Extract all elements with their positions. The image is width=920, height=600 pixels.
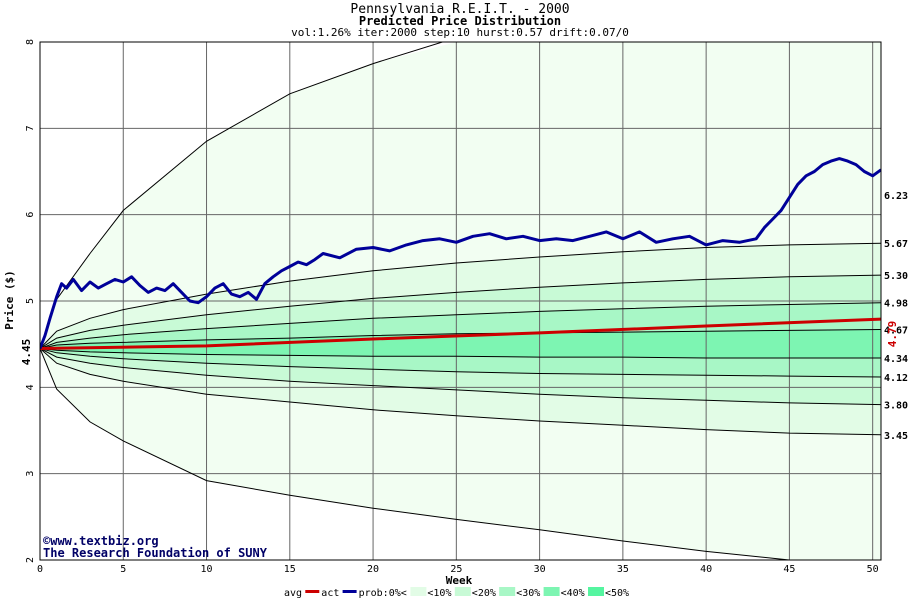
percentile-curve-70pct <box>40 302 881 349</box>
legend-swatch-band <box>543 587 560 596</box>
legend-swatch-act <box>342 590 357 593</box>
x-tick-label: 35 <box>617 564 629 575</box>
legend-label: act <box>321 588 339 599</box>
legend-label: prob:0%< <box>359 588 407 599</box>
x-tick-label: 30 <box>534 564 546 575</box>
start-price-label: 4.45 <box>20 339 33 366</box>
legend-label: <30% <box>516 588 540 599</box>
x-tick-label: 15 <box>284 564 296 575</box>
percentile-curve-60pct <box>40 329 881 349</box>
series <box>40 157 881 350</box>
percentile-curve-20pct <box>40 348 881 406</box>
legend-label: avg <box>284 588 302 599</box>
percentile-curve-90pct <box>40 242 881 349</box>
legend-label: <40% <box>561 588 585 599</box>
axes <box>39 41 882 561</box>
legend: avg act prob:0%< <10% <20% <30% <40% <50% <box>284 587 629 599</box>
x-axis-label: Week <box>446 574 473 587</box>
x-tick-label: 25 <box>450 564 462 575</box>
x-tick-label: 50 <box>867 564 879 575</box>
x-tick-label: 45 <box>783 564 795 575</box>
percentile-curve-30pct <box>40 348 881 378</box>
percentile-curve-10pct <box>40 348 881 436</box>
y-tick-label: 8 <box>25 39 36 45</box>
x-tick-label: 10 <box>201 564 213 575</box>
watermark-org: The Research Foundation of SUNY <box>43 546 268 560</box>
legend-swatch-band <box>588 587 604 596</box>
chart-subtitle: Predicted Price Distribution <box>359 14 561 28</box>
right-value-label: 4.34 <box>884 354 908 365</box>
percentile-curve-40pct <box>40 348 881 359</box>
plot-frame <box>39 41 882 561</box>
y-axis-label: Price ($) <box>3 270 16 330</box>
right-value-label: 4.12 <box>884 373 908 384</box>
chart-params: vol:1.26% iter:2000 step:10 hurst:0.57 d… <box>291 26 629 39</box>
end-avg-label: 4.79 <box>886 321 899 348</box>
y-tick-label: 3 <box>25 471 36 477</box>
percentile-curves <box>40 42 881 560</box>
y-tick-label: 6 <box>25 212 36 218</box>
right-value-label: 3.80 <box>884 401 908 412</box>
legend-swatch-band <box>454 587 471 596</box>
legend-swatch-avg <box>305 590 320 593</box>
x-tick-label: 20 <box>367 564 379 575</box>
y-tick-label: 7 <box>25 125 36 131</box>
percentile-curve-0pct <box>40 348 881 560</box>
avg-series-line <box>40 317 881 350</box>
y-tick-label: 5 <box>25 298 36 304</box>
percentile-curve-80pct <box>40 274 881 349</box>
legend-swatch-band <box>410 587 427 596</box>
legend-swatch-band <box>499 587 516 596</box>
legend-label: <10% <box>427 588 451 599</box>
watermark-url: ©www.textbiz.org <box>43 534 159 548</box>
x-tick-label: 0 <box>37 564 43 575</box>
x-tick-label: 40 <box>700 564 712 575</box>
right-value-label: 6.23 <box>884 191 908 202</box>
right-value-label: 5.30 <box>884 271 908 282</box>
actual-series-line <box>40 157 881 350</box>
right-value-label: 3.45 <box>884 431 908 442</box>
x-tick-label: 5 <box>120 564 126 575</box>
band-40pct <box>40 329 881 358</box>
percentile-curve-100pct <box>40 42 445 349</box>
right-value-label: 4.67 <box>884 325 908 336</box>
right-value-label: 5.67 <box>884 239 908 250</box>
labels: 0 5 10 15 20 25 30 35 40 45 5023456786.235.675.304… <box>25 39 908 575</box>
y-tick-label: 4 <box>25 384 36 390</box>
legend-label: <20% <box>472 588 496 599</box>
right-value-label: 4.98 <box>884 299 908 310</box>
chart-title: Pennsylvania R.E.I.T. - 2000 <box>350 2 569 17</box>
legend-label: <50% <box>605 588 629 599</box>
y-tick-label: 2 <box>25 557 36 563</box>
